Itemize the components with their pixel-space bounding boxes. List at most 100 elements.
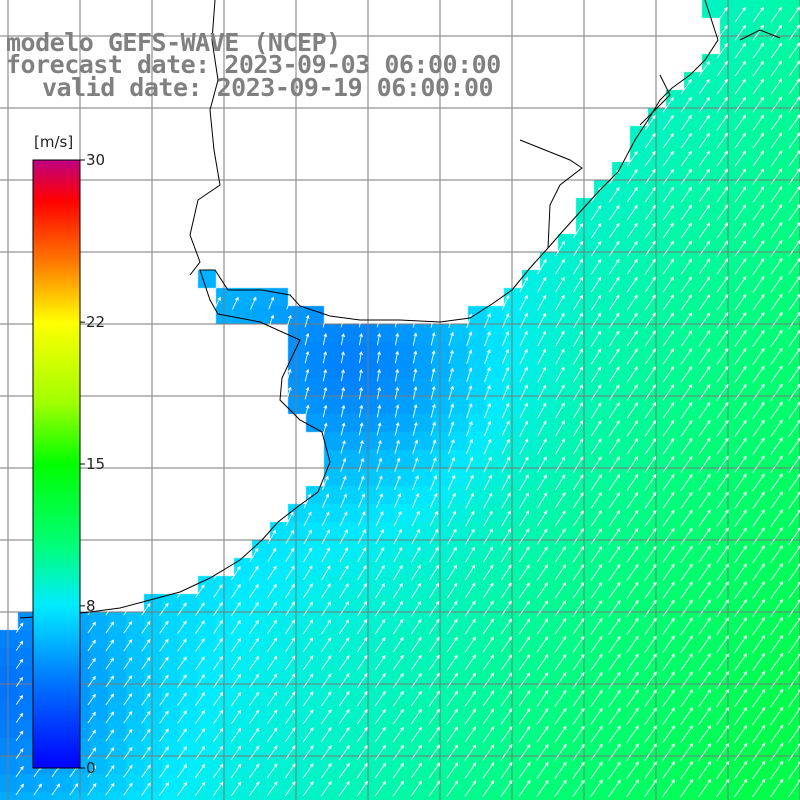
wind-arrow	[572, 779, 585, 797]
wind-arrow	[320, 745, 332, 761]
wind-arrow	[662, 635, 675, 653]
wind-arrow	[698, 527, 711, 545]
wind-arrow	[15, 765, 24, 778]
wind-arrow	[338, 673, 350, 689]
wind-arrow	[573, 348, 583, 365]
wind-arrow	[466, 313, 473, 329]
wind-arrow	[590, 205, 602, 221]
wind-arrow	[680, 150, 692, 167]
wind-arrow	[105, 621, 115, 634]
wind-arrow	[501, 438, 510, 455]
wind-arrow	[680, 348, 693, 365]
wind-arrow	[304, 386, 310, 400]
wind-arrow	[213, 278, 221, 292]
wind-arrow	[752, 401, 765, 419]
wind-arrow	[321, 565, 331, 581]
wind-arrow	[320, 781, 332, 797]
wind-arrow	[412, 404, 418, 418]
wind-arrow	[716, 204, 729, 221]
wind-arrow	[304, 404, 310, 418]
wind-arrow	[626, 348, 638, 365]
wind-arrow	[392, 744, 404, 761]
wind-arrow	[734, 706, 748, 726]
wind-arrow	[698, 761, 712, 780]
wind-arrow	[284, 781, 296, 797]
wind-arrow	[770, 240, 783, 257]
wind-arrow	[555, 276, 565, 293]
wind-arrow	[555, 348, 565, 365]
wind-arrow	[123, 728, 133, 742]
wind-arrow	[105, 711, 115, 724]
wind-arrow	[698, 78, 710, 95]
wind-arrow	[340, 422, 346, 436]
wind-arrow	[608, 761, 621, 779]
wind-arrow	[716, 348, 729, 365]
wind-arrow	[698, 384, 711, 401]
wind-arrow	[394, 404, 400, 418]
wind-arrow	[484, 331, 491, 347]
wind-arrow	[519, 294, 528, 311]
wind-arrow	[448, 367, 454, 382]
wind-arrow	[501, 420, 510, 437]
wind-arrow	[500, 780, 513, 797]
wind-arrow	[105, 747, 115, 760]
wind-arrow	[213, 691, 224, 706]
wind-arrow	[338, 655, 350, 671]
wind-arrow	[716, 671, 730, 690]
wind-arrow	[608, 653, 621, 671]
wind-arrow	[356, 637, 368, 653]
wind-arrow	[374, 655, 386, 671]
wind-arrow	[248, 709, 260, 725]
wind-arrow	[321, 547, 331, 563]
wind-arrow	[286, 386, 292, 400]
wind-arrow	[123, 693, 133, 706]
wind-arrow	[734, 455, 747, 473]
wind-arrow	[446, 582, 458, 599]
wind-arrow	[303, 601, 313, 617]
wind-arrow	[159, 692, 169, 706]
wind-arrow	[303, 529, 312, 545]
wind-arrow	[716, 42, 728, 59]
wind-arrow	[770, 599, 784, 618]
wind-arrow	[466, 349, 473, 365]
wind-arrow	[770, 114, 783, 131]
wind-arrow	[159, 764, 169, 778]
wind-arrow	[554, 689, 567, 707]
wind-arrow	[573, 402, 583, 419]
wind-arrow	[716, 581, 729, 599]
wind-arrow	[590, 510, 602, 527]
wind-arrow	[734, 240, 747, 257]
wind-arrow	[105, 639, 115, 652]
wind-arrow	[788, 329, 800, 347]
wind-arrow	[286, 296, 292, 310]
wind-arrow	[590, 653, 603, 671]
border-line	[639, 74, 671, 126]
wind-arrow	[357, 529, 366, 545]
wind-arrow	[501, 348, 510, 365]
wind-arrow	[662, 312, 674, 329]
wind-arrow	[340, 369, 345, 382]
wind-arrow	[320, 655, 332, 671]
wind-arrow	[590, 743, 603, 761]
wind-arrow	[788, 311, 800, 329]
wind-arrow	[536, 654, 549, 671]
wind-arrow	[752, 42, 764, 59]
wind-arrow	[123, 764, 133, 778]
wind-arrow	[519, 456, 529, 473]
wind-arrow	[608, 366, 620, 383]
wind-arrow	[554, 743, 567, 761]
wind-arrow	[537, 330, 547, 347]
wind-arrow	[518, 564, 530, 581]
wind-arrow	[519, 384, 528, 401]
wind-arrow	[590, 366, 602, 383]
wind-arrow	[464, 654, 476, 671]
wind-arrow	[430, 367, 436, 382]
wind-arrow	[770, 257, 783, 275]
wind-arrow	[608, 599, 621, 617]
wind-arrow	[680, 78, 692, 95]
wind-arrow	[554, 707, 567, 725]
wind-arrow	[608, 474, 620, 491]
wind-arrow	[644, 599, 657, 617]
wind-arrow	[537, 294, 547, 311]
